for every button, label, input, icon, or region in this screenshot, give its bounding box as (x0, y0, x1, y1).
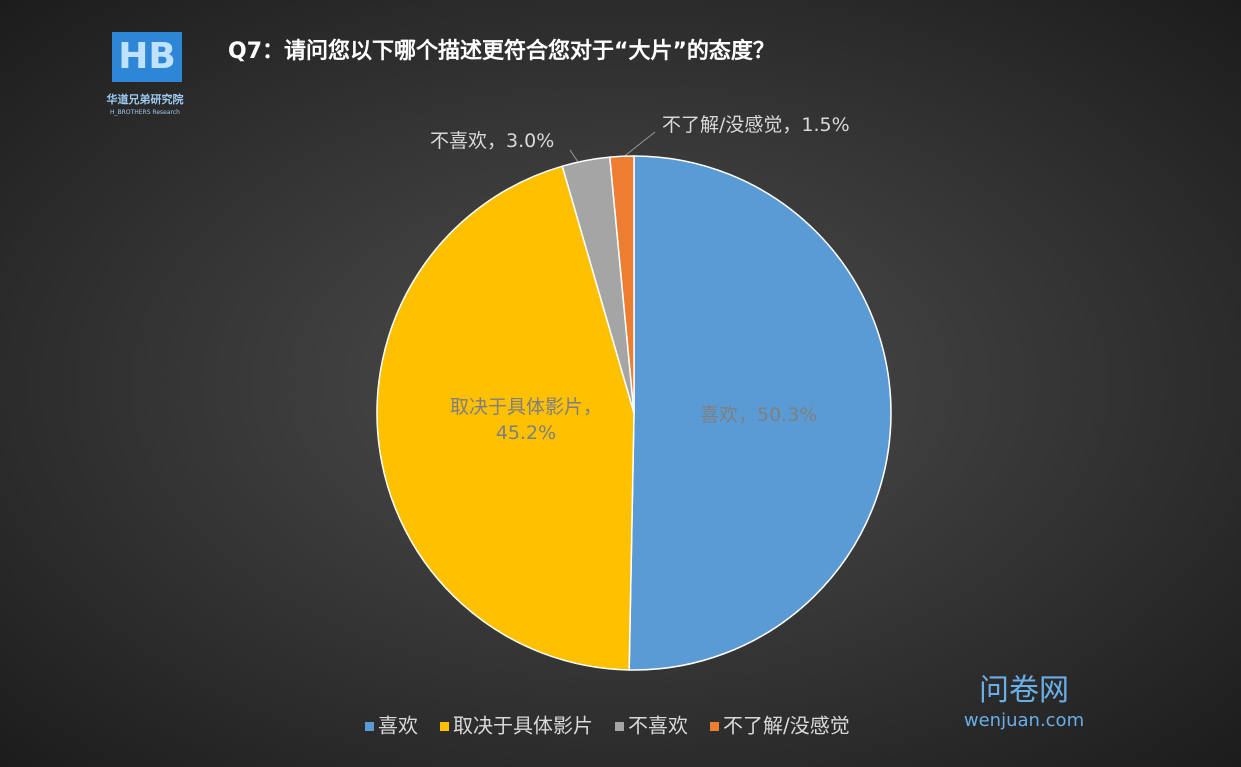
legend-swatch (710, 722, 719, 731)
legend-label: 不了解/没感觉 (723, 714, 850, 738)
data-label: 喜欢，50.3% (700, 404, 818, 426)
chart-title: Q7：请问您以下哪个描述更符合您对于“大片”的态度？ (228, 38, 775, 64)
legend-label: 喜欢 (378, 714, 418, 738)
logo-name: 华道兄弟研究院 (107, 92, 184, 106)
watermark-name: 问卷网 (979, 673, 1069, 708)
legend-swatch (365, 722, 374, 731)
pie-slice (628, 155, 892, 671)
pie-slice (608, 155, 635, 414)
legend-label: 取决于具体影片 (453, 714, 593, 738)
watermark-url: wenjuan.com (964, 710, 1084, 731)
legend-label: 不喜欢 (628, 714, 688, 738)
logo-subname: H_BROTHERS Research (110, 109, 180, 116)
pie-slice (376, 165, 635, 671)
data-label: 不喜欢，3.0% (430, 130, 555, 152)
data-label: 不了解/没感觉，1.5% (662, 114, 850, 136)
logo-box (112, 32, 182, 82)
leader-line (621, 131, 656, 159)
legend-swatch (440, 722, 449, 731)
legend-swatch (615, 722, 624, 731)
logo-mark: HB (118, 36, 176, 77)
data-label: 取决于具体影片，45.2% (449, 396, 602, 444)
